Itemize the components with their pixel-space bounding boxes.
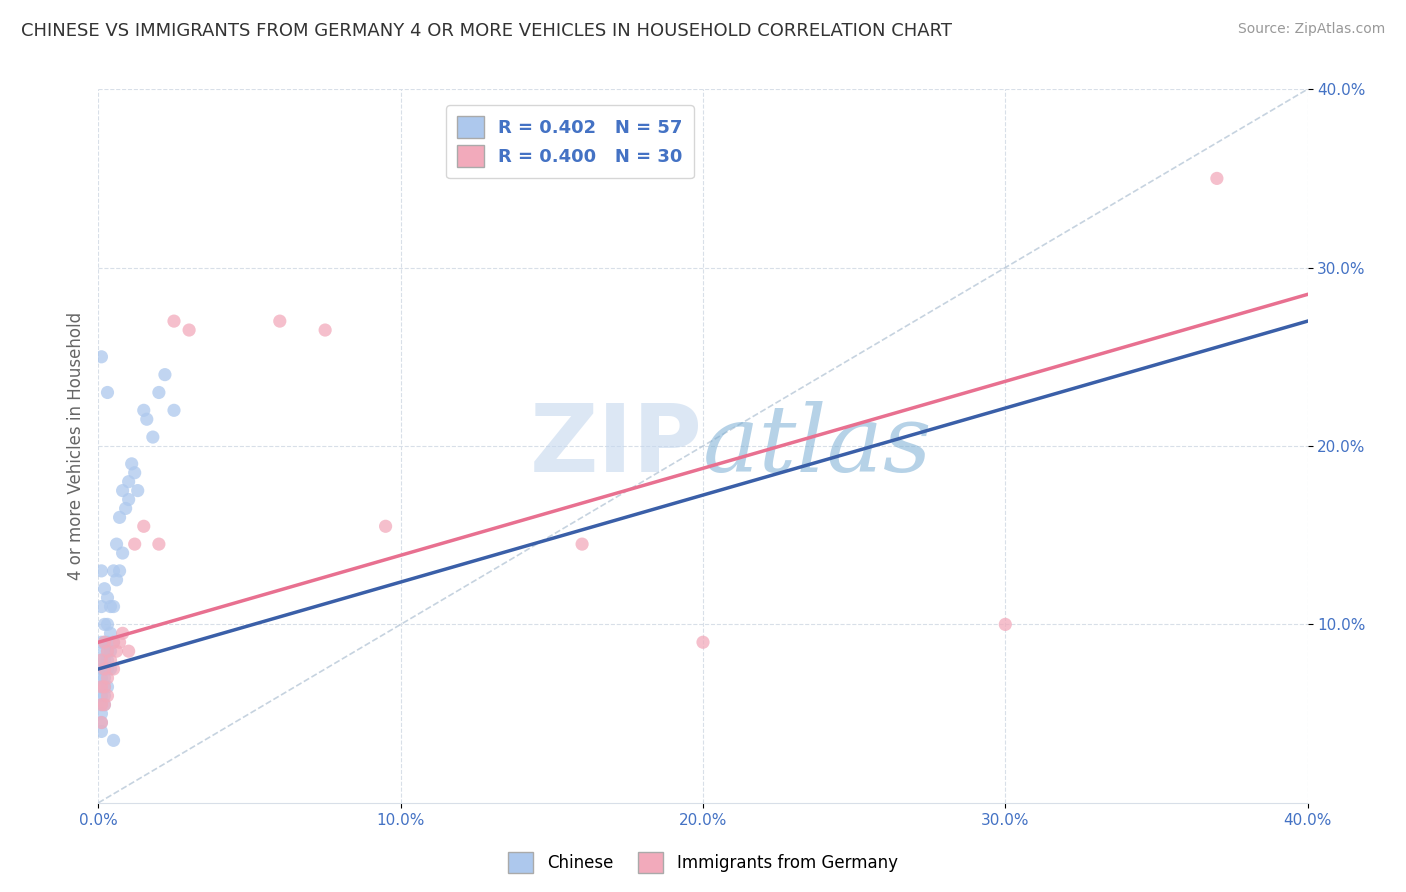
Point bbox=[90, 564, 112, 578]
Point bbox=[90, 662, 112, 676]
Point bbox=[93, 671, 115, 685]
Point bbox=[90, 698, 112, 712]
Point bbox=[153, 368, 176, 382]
Point bbox=[90, 706, 112, 721]
Point bbox=[692, 635, 714, 649]
Point bbox=[93, 698, 115, 712]
Point bbox=[96, 617, 118, 632]
Text: ZIP: ZIP bbox=[530, 400, 703, 492]
Point bbox=[93, 662, 115, 676]
Point bbox=[93, 617, 115, 632]
Point bbox=[90, 635, 112, 649]
Point bbox=[100, 644, 122, 658]
Point bbox=[93, 680, 115, 694]
Point bbox=[111, 483, 134, 498]
Point bbox=[148, 537, 170, 551]
Point bbox=[96, 662, 118, 676]
Point bbox=[96, 644, 118, 658]
Point bbox=[93, 653, 115, 667]
Text: Source: ZipAtlas.com: Source: ZipAtlas.com bbox=[1237, 22, 1385, 37]
Point bbox=[135, 412, 157, 426]
Point bbox=[314, 323, 336, 337]
Point bbox=[93, 662, 115, 676]
Point bbox=[96, 385, 118, 400]
Point bbox=[269, 314, 291, 328]
Point bbox=[96, 635, 118, 649]
Point bbox=[90, 680, 112, 694]
Legend: Chinese, Immigrants from Germany: Chinese, Immigrants from Germany bbox=[502, 846, 904, 880]
Point bbox=[96, 689, 118, 703]
Point bbox=[90, 653, 112, 667]
Point bbox=[163, 403, 186, 417]
Point bbox=[571, 537, 593, 551]
Point bbox=[105, 573, 128, 587]
Point bbox=[90, 680, 112, 694]
Point bbox=[96, 671, 118, 685]
Point bbox=[108, 564, 131, 578]
Point bbox=[90, 599, 112, 614]
Point bbox=[124, 466, 146, 480]
Point bbox=[179, 323, 201, 337]
Point bbox=[103, 635, 125, 649]
Point bbox=[100, 653, 122, 667]
Point bbox=[90, 698, 112, 712]
Point bbox=[1206, 171, 1229, 186]
Point bbox=[93, 635, 115, 649]
Point bbox=[96, 644, 118, 658]
Point bbox=[96, 680, 118, 694]
Point bbox=[103, 599, 125, 614]
Point bbox=[124, 537, 146, 551]
Point bbox=[90, 715, 112, 730]
Point bbox=[108, 635, 131, 649]
Point bbox=[132, 519, 155, 533]
Point bbox=[90, 689, 112, 703]
Point bbox=[96, 591, 118, 605]
Point bbox=[121, 457, 143, 471]
Point bbox=[93, 582, 115, 596]
Point bbox=[93, 698, 115, 712]
Text: CHINESE VS IMMIGRANTS FROM GERMANY 4 OR MORE VEHICLES IN HOUSEHOLD CORRELATION C: CHINESE VS IMMIGRANTS FROM GERMANY 4 OR … bbox=[21, 22, 952, 40]
Point bbox=[374, 519, 396, 533]
Point bbox=[118, 644, 141, 658]
Point bbox=[108, 510, 131, 524]
Point bbox=[132, 403, 155, 417]
Point bbox=[93, 635, 115, 649]
Point bbox=[90, 350, 112, 364]
Point bbox=[90, 671, 112, 685]
Point bbox=[100, 599, 122, 614]
Point bbox=[93, 644, 115, 658]
Point bbox=[142, 430, 165, 444]
Point bbox=[163, 314, 186, 328]
Point bbox=[96, 653, 118, 667]
Point bbox=[111, 626, 134, 640]
Point bbox=[90, 715, 112, 730]
Point bbox=[127, 483, 149, 498]
Point bbox=[100, 662, 122, 676]
Point bbox=[105, 644, 128, 658]
Point bbox=[148, 385, 170, 400]
Point bbox=[114, 501, 136, 516]
Point bbox=[100, 626, 122, 640]
Point bbox=[103, 733, 125, 747]
Point bbox=[103, 635, 125, 649]
Text: atlas: atlas bbox=[703, 401, 932, 491]
Point bbox=[111, 546, 134, 560]
Point bbox=[103, 564, 125, 578]
Point bbox=[103, 662, 125, 676]
Point bbox=[90, 724, 112, 739]
Y-axis label: 4 or more Vehicles in Household: 4 or more Vehicles in Household bbox=[66, 312, 84, 580]
Legend: R = 0.402   N = 57, R = 0.400   N = 30: R = 0.402 N = 57, R = 0.400 N = 30 bbox=[446, 105, 693, 178]
Point bbox=[90, 653, 112, 667]
Point bbox=[118, 492, 141, 507]
Point bbox=[93, 689, 115, 703]
Point bbox=[994, 617, 1017, 632]
Point bbox=[105, 537, 128, 551]
Point bbox=[118, 475, 141, 489]
Point bbox=[93, 680, 115, 694]
